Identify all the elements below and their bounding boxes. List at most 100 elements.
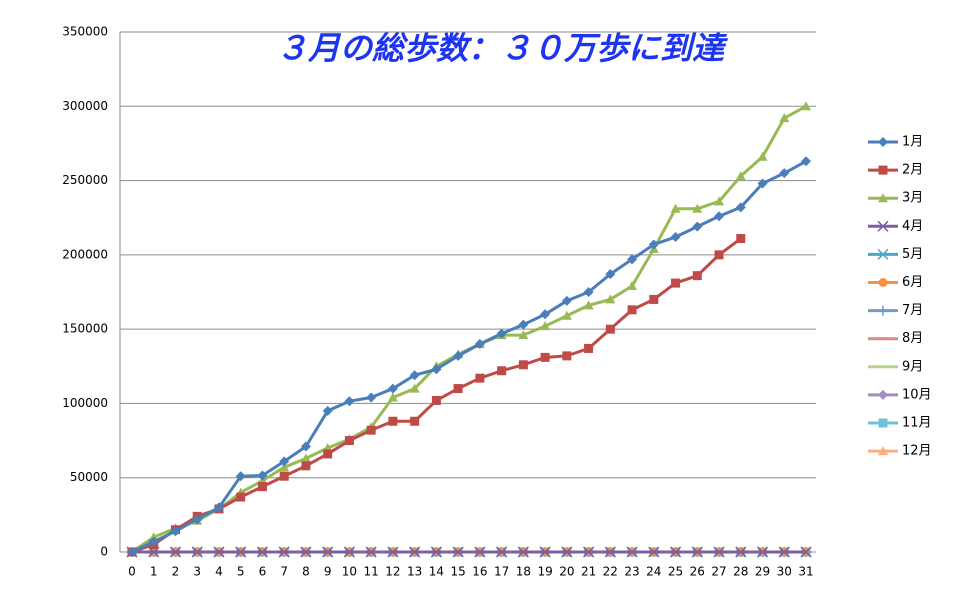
marker — [692, 271, 702, 281]
marker — [387, 383, 398, 394]
marker — [431, 364, 442, 375]
marker — [670, 203, 681, 213]
marker — [605, 294, 616, 304]
marker — [539, 546, 551, 558]
marker — [213, 546, 225, 558]
marker — [878, 418, 888, 428]
marker — [583, 546, 595, 558]
marker — [431, 395, 441, 405]
marker — [409, 370, 420, 381]
marker — [627, 254, 638, 265]
legend-label: 12月 — [902, 444, 932, 459]
x-tick-label: 24 — [646, 565, 661, 579]
marker — [735, 202, 746, 213]
x-tick-label: 2 — [172, 565, 180, 579]
y-tick-label: 150000 — [62, 322, 108, 336]
marker — [300, 441, 311, 452]
legend-label: 2月 — [902, 163, 923, 178]
x-tick-label: 7 — [280, 565, 288, 579]
marker — [801, 101, 811, 111]
marker — [344, 436, 354, 446]
marker — [148, 536, 159, 547]
series-line — [131, 159, 807, 554]
marker — [778, 546, 790, 558]
marker — [256, 546, 268, 558]
legend-label: 3月 — [902, 191, 923, 206]
x-tick-label: 3 — [193, 565, 201, 579]
marker — [453, 384, 463, 394]
marker — [540, 352, 550, 362]
marker — [540, 309, 551, 320]
x-tick-label: 14 — [429, 565, 444, 579]
y-tick-label: 0 — [100, 545, 108, 559]
x-tick-label: 27 — [711, 565, 726, 579]
marker — [561, 310, 572, 320]
marker — [713, 546, 725, 558]
marker — [322, 546, 334, 558]
marker — [496, 546, 508, 558]
marker — [735, 171, 746, 181]
marker — [800, 546, 812, 558]
marker — [387, 546, 399, 558]
marker — [344, 396, 355, 407]
x-tick-label: 16 — [472, 565, 487, 579]
marker — [878, 389, 888, 400]
x-tick-label: 26 — [690, 565, 705, 579]
marker — [878, 305, 888, 316]
x-tick-label: 6 — [259, 565, 267, 579]
x-tick-label: 11 — [364, 565, 379, 579]
x-tick-label: 10 — [342, 565, 357, 579]
marker — [757, 178, 768, 189]
marker — [474, 546, 486, 558]
marker — [279, 456, 290, 467]
marker — [257, 482, 267, 492]
marker — [366, 425, 376, 435]
legend-label: 5月 — [902, 247, 923, 262]
marker — [561, 546, 573, 558]
marker — [430, 546, 442, 558]
x-tick-label: 5 — [237, 565, 245, 579]
x-tick-label: 28 — [733, 565, 748, 579]
marker — [300, 453, 311, 463]
marker — [213, 502, 224, 513]
marker — [452, 546, 464, 558]
x-tick-label: 18 — [516, 565, 531, 579]
marker — [877, 248, 889, 260]
marker — [714, 250, 724, 260]
marker — [605, 269, 616, 280]
marker — [648, 546, 660, 558]
marker — [670, 232, 681, 243]
marker — [878, 137, 888, 147]
marker — [562, 351, 572, 361]
y-tick-label: 100000 — [62, 396, 108, 410]
marker — [235, 471, 246, 482]
marker — [691, 546, 703, 558]
marker — [169, 546, 182, 558]
marker — [279, 462, 290, 472]
marker — [409, 546, 421, 558]
marker — [518, 319, 529, 330]
marker — [877, 220, 889, 232]
x-tick-label: 9 — [324, 565, 332, 579]
y-tick-label: 300000 — [62, 99, 108, 113]
marker — [627, 281, 638, 291]
marker — [878, 193, 888, 203]
marker — [235, 546, 247, 558]
marker — [714, 211, 725, 222]
marker — [878, 165, 888, 175]
marker — [323, 449, 333, 459]
x-tick-label: 31 — [798, 565, 813, 579]
x-tick-label: 19 — [537, 565, 552, 579]
marker — [278, 546, 290, 558]
marker — [453, 350, 464, 361]
marker — [648, 239, 659, 250]
marker — [736, 234, 746, 244]
marker — [670, 546, 682, 558]
marker — [561, 295, 572, 306]
marker — [878, 278, 888, 287]
marker — [583, 300, 594, 310]
marker — [517, 546, 529, 558]
legend-label: 1月 — [902, 135, 923, 150]
marker — [714, 196, 725, 206]
